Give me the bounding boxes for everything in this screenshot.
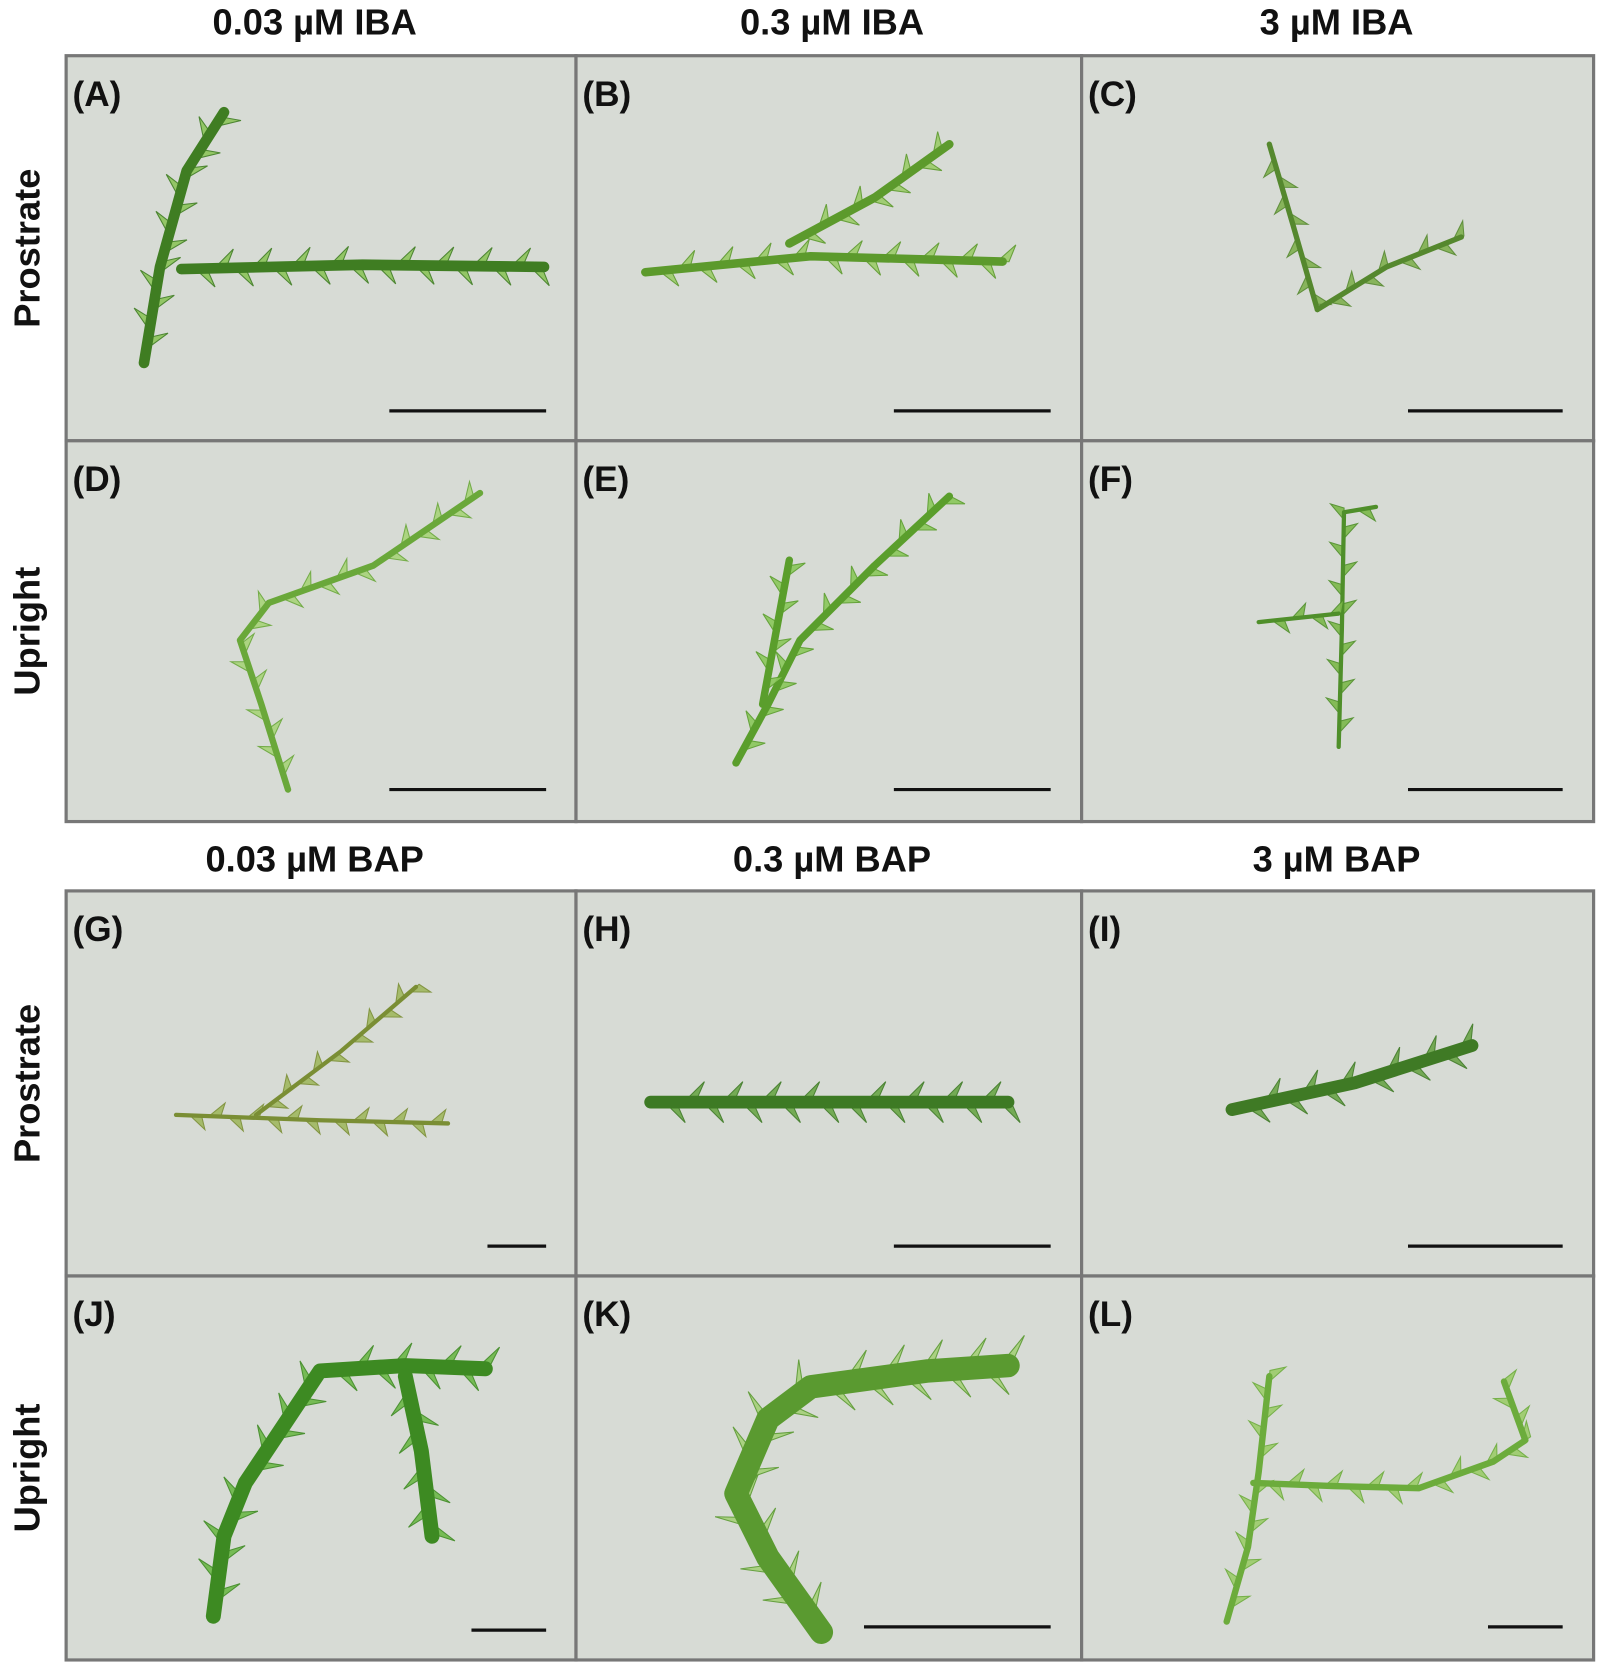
row-label: Upright bbox=[6, 1404, 47, 1533]
moss-stem bbox=[1266, 141, 1320, 313]
moss-stem bbox=[176, 259, 550, 275]
moss-stem bbox=[1250, 1378, 1529, 1492]
panel-label: (E) bbox=[582, 460, 629, 499]
panel-photo bbox=[574, 889, 1084, 1278]
moss-stem bbox=[397, 1368, 440, 1544]
panel: (I) bbox=[1080, 889, 1596, 1278]
moss-stem bbox=[253, 984, 419, 1118]
panel-photo bbox=[1080, 1274, 1596, 1662]
panel: (J) bbox=[64, 1274, 578, 1662]
moss-stem bbox=[205, 1358, 493, 1624]
row-label: Upright bbox=[6, 567, 47, 696]
moss-stem bbox=[1223, 1373, 1273, 1625]
row-label: Prostrate bbox=[6, 169, 47, 328]
panel-photo bbox=[574, 54, 1084, 443]
panel-photo bbox=[64, 439, 578, 824]
panel-label: (F) bbox=[1088, 460, 1133, 499]
row-label: Prostrate bbox=[6, 1004, 47, 1163]
panel: (H) bbox=[574, 889, 1084, 1278]
panel-label: (G) bbox=[73, 910, 124, 949]
panel-label: (J) bbox=[73, 1295, 116, 1334]
panel-photo bbox=[64, 1274, 578, 1662]
moss-stem bbox=[732, 492, 954, 767]
panel: (E) bbox=[574, 439, 1084, 824]
moss-stem bbox=[724, 1353, 1020, 1644]
panel-photo bbox=[1080, 54, 1596, 443]
panel-photo bbox=[64, 54, 578, 443]
panel-photo bbox=[574, 1274, 1084, 1662]
panel-label: (H) bbox=[582, 910, 631, 949]
panel: (B) bbox=[574, 54, 1084, 443]
panel: (K) bbox=[574, 1274, 1084, 1662]
moss-stem bbox=[785, 139, 954, 248]
panel: (D) bbox=[64, 439, 578, 824]
moss-stem bbox=[1256, 611, 1341, 625]
moss-stem bbox=[641, 251, 1007, 277]
panel-photo bbox=[574, 439, 1084, 824]
panel: (G) bbox=[64, 889, 578, 1278]
moss-stem bbox=[758, 556, 794, 708]
panel-photo bbox=[64, 889, 578, 1278]
panel-label: (L) bbox=[1088, 1295, 1133, 1334]
panel: (C) bbox=[1080, 54, 1596, 443]
moss-stem bbox=[265, 489, 484, 607]
panel: (L) bbox=[1080, 1274, 1596, 1662]
panel: (A) bbox=[64, 54, 578, 443]
panel-label: (A) bbox=[73, 75, 122, 114]
moss-stem bbox=[173, 1112, 451, 1126]
panel-label: (B) bbox=[582, 75, 631, 114]
column-header: 0.3 µM BAP bbox=[733, 839, 931, 880]
column-header: 0.03 µM BAP bbox=[206, 839, 424, 880]
moss-stem bbox=[1225, 1039, 1479, 1116]
panel-label: (K) bbox=[582, 1295, 631, 1334]
column-header: 0.3 µM IBA bbox=[740, 1, 924, 42]
column-header: 0.03 µM IBA bbox=[213, 1, 417, 42]
moss-stem bbox=[1336, 504, 1379, 750]
column-header: 3 µM IBA bbox=[1260, 1, 1414, 42]
panel: (F) bbox=[1080, 439, 1596, 824]
panel-label: (D) bbox=[73, 460, 122, 499]
moss-stem bbox=[236, 599, 292, 793]
column-header: 3 µM BAP bbox=[1253, 839, 1421, 880]
panel-label: (I) bbox=[1088, 910, 1121, 949]
panel-label: (C) bbox=[1088, 75, 1137, 114]
moss-stem bbox=[138, 106, 230, 369]
moss-stem bbox=[1314, 234, 1464, 313]
